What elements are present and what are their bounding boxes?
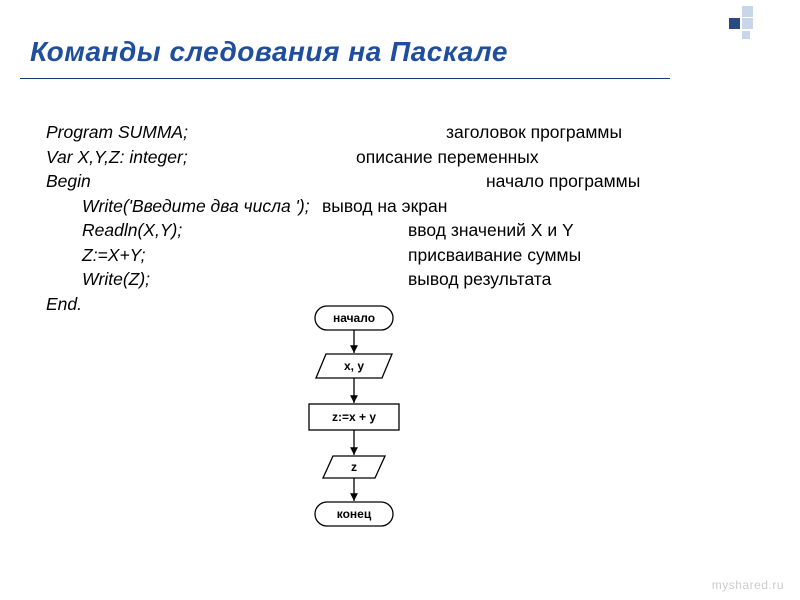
code-text: Write(Z); xyxy=(46,267,408,292)
decor-svg xyxy=(712,6,760,40)
code-text: Write('Введите два числа '); xyxy=(46,194,322,219)
flowchart: начало x, y z:=x + y z конец xyxy=(264,296,444,541)
decor-sq-1 xyxy=(742,6,753,17)
code-desc: вывод результата xyxy=(408,267,551,292)
flow-node-label: z:=x + y xyxy=(332,410,376,424)
code-line: Readln(X,Y);ввод значений X и Y xyxy=(46,218,756,243)
code-desc: вывод на экран xyxy=(322,194,447,219)
title-underline xyxy=(20,78,670,79)
watermark: myshared.ru xyxy=(712,578,784,592)
code-line: Write('Введите два числа ');вывод на экр… xyxy=(46,194,756,219)
code-desc: начало программы xyxy=(486,169,640,194)
code-desc: ввод значений X и Y xyxy=(408,218,574,243)
code-line: Beginначало программы xyxy=(46,169,756,194)
flow-node-label: начало xyxy=(333,311,375,325)
flow-node-label: z xyxy=(351,460,357,474)
code-text: Program SUMMA; xyxy=(46,120,446,145)
code-text: Z:=X+Y; xyxy=(46,243,408,268)
decor-sq-3 xyxy=(742,18,753,29)
code-line: Write(Z);вывод результата xyxy=(46,267,756,292)
code-text: Readln(X,Y); xyxy=(46,218,408,243)
code-desc: присваивание суммы xyxy=(408,243,581,268)
decor-sq-2 xyxy=(729,18,740,29)
code-text: Var X,Y,Z: integer; xyxy=(46,145,356,170)
decor-sq-4 xyxy=(742,31,750,39)
code-line: Program SUMMA;заголовок программы xyxy=(46,120,756,145)
flowchart-svg: начало x, y z:=x + y z конец xyxy=(264,296,444,536)
code-line: Var X,Y,Z: integer;описание переменных xyxy=(46,145,756,170)
code-desc: описание переменных xyxy=(356,145,539,170)
flow-node-label: конец xyxy=(337,507,372,521)
corner-decor xyxy=(712,6,760,45)
code-block: Program SUMMA;заголовок программыVar X,Y… xyxy=(46,120,756,316)
page-title: Команды следования на Паскале xyxy=(30,36,508,68)
code-desc: заголовок программы xyxy=(446,120,622,145)
code-text: Begin xyxy=(46,169,486,194)
code-line: Z:=X+Y;присваивание суммы xyxy=(46,243,756,268)
flow-node-label: x, y xyxy=(344,359,364,373)
